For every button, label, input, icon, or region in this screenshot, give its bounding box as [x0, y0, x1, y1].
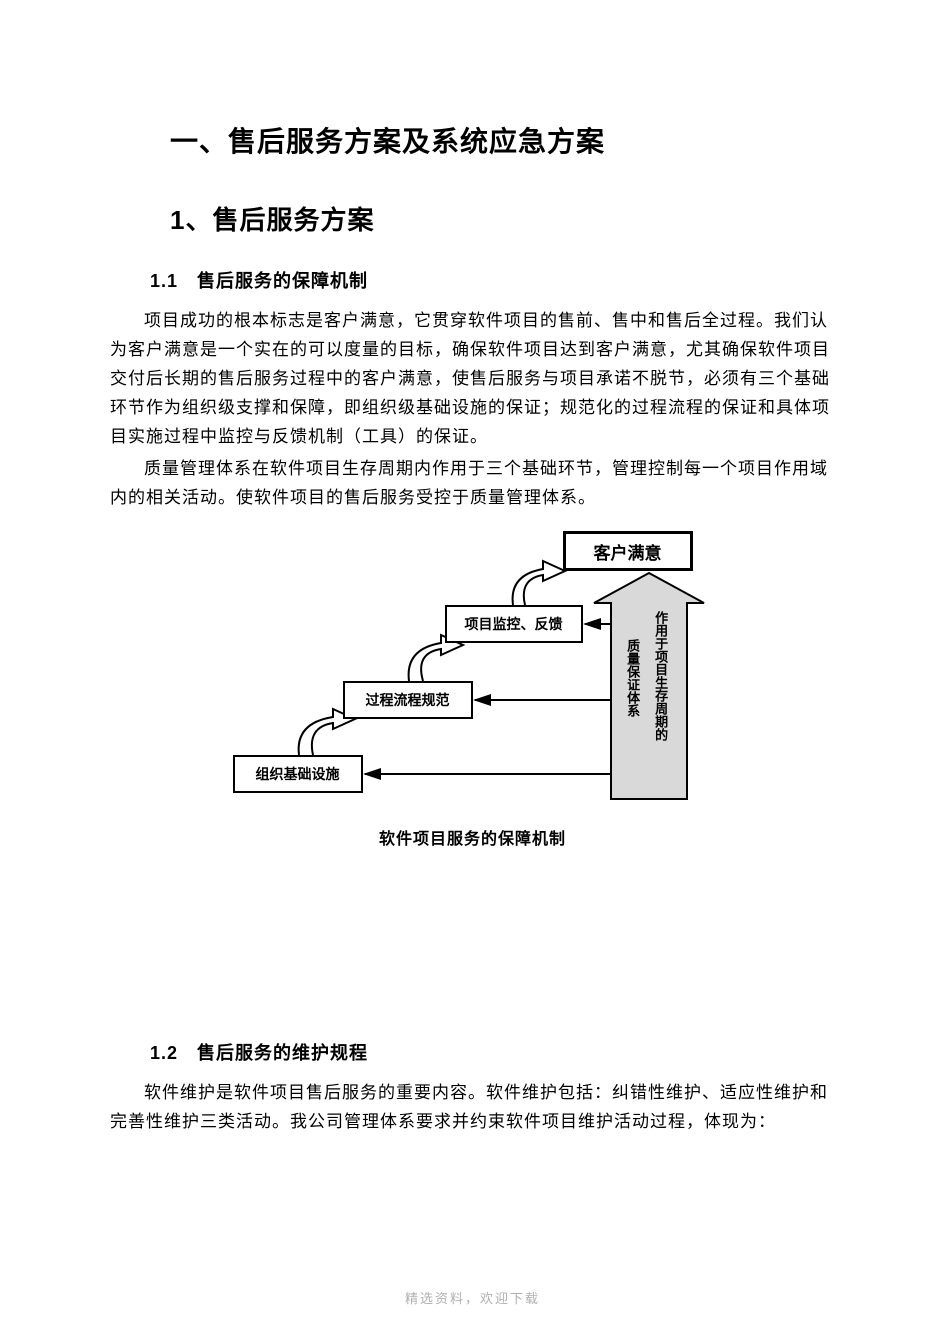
document-page: 一、售后服务方案及系统应急方案 1、售后服务方案 1.1 售后服务的保障机制 项…	[0, 0, 945, 1337]
box-customer-satisfaction: 客户满意	[563, 531, 693, 571]
section1-para2: 质量管理体系在软件项目生存周期内作用于三个基础环节，管理控制每一个项目作用域内的…	[110, 455, 835, 513]
page-footer: 精选资料，欢迎下载	[0, 1288, 945, 1307]
diagram-caption: 软件项目服务的保障机制	[379, 825, 566, 849]
heading-1: 一、售后服务方案及系统应急方案	[170, 120, 835, 160]
quality-system-arrow	[594, 573, 704, 799]
box-process-spec: 过程流程规范	[343, 681, 473, 719]
heading-3-1: 1.1 售后服务的保障机制	[150, 267, 835, 293]
section1-para1: 项目成功的根本标志是客户满意，它贯穿软件项目的售前、售中和售后全过程。我们认为客…	[110, 307, 835, 451]
diagram-container: 客户满意 项目监控、反馈 过程流程规范 组织基础设施 质量保证体系 作用于项目生…	[110, 521, 835, 849]
box-org-infra: 组织基础设施	[233, 755, 363, 793]
section2-para1: 软件维护是软件项目售后服务的重要内容。软件维护包括：纠错性维护、适应性维护和完善…	[110, 1079, 835, 1137]
heading-3-2: 1.2 售后服务的维护规程	[150, 1039, 835, 1065]
flowchart-diagram: 客户满意 项目监控、反馈 过程流程规范 组织基础设施 质量保证体系 作用于项目生…	[213, 521, 733, 811]
arrow-label-right: 作用于项目生存周期的	[653, 611, 669, 741]
heading-2: 1、售后服务方案	[170, 200, 835, 237]
arrow-label-left: 质量保证体系	[625, 639, 641, 717]
step-arrow-1	[512, 561, 564, 605]
box-monitor-feedback: 项目监控、反馈	[445, 605, 583, 643]
section-2: 1.2 售后服务的维护规程 软件维护是软件项目售后服务的重要内容。软件维护包括：…	[110, 1039, 835, 1137]
